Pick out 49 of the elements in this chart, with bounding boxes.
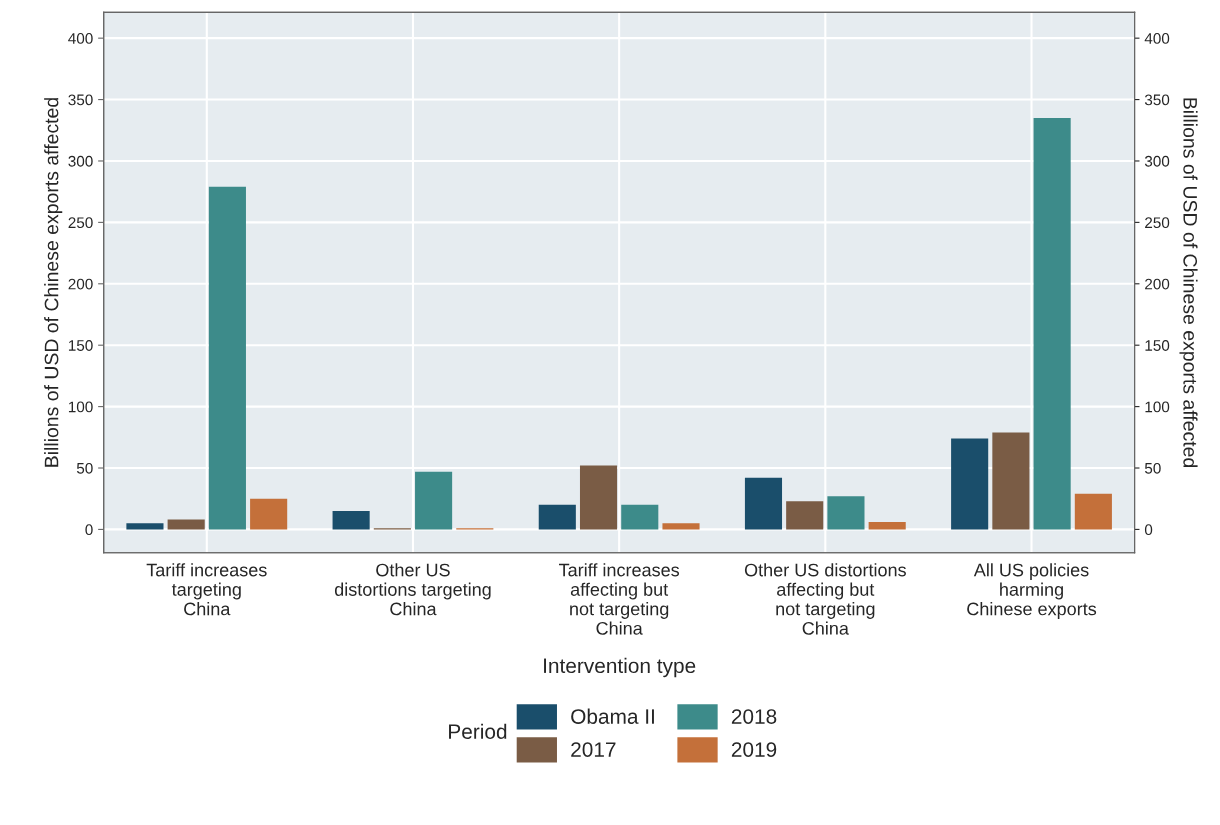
y2-tick-label: 400 xyxy=(1144,33,1170,44)
bar xyxy=(744,477,783,530)
legend-label: 2019 xyxy=(731,742,777,757)
legend-label: 2018 xyxy=(731,709,777,724)
y-tick-label: 200 xyxy=(68,278,93,290)
bar xyxy=(992,432,1030,530)
bar xyxy=(1074,493,1112,530)
bar xyxy=(1033,117,1071,530)
legend-label: Obama II xyxy=(571,708,654,724)
y2-tick-label: 250 xyxy=(1145,217,1170,229)
x-tick-label: Other US distortions affecting but not targeting China xyxy=(744,563,906,635)
bar xyxy=(868,522,906,530)
bar xyxy=(621,504,659,530)
y2-tick-label: 350 xyxy=(1144,94,1170,106)
x-tick-label: Other US distortions targeting China xyxy=(334,563,491,616)
y2-tick-label: 50 xyxy=(1144,462,1161,474)
legend-label: 2017 xyxy=(571,742,616,757)
bar xyxy=(538,504,576,530)
y-tick-label: 400 xyxy=(68,33,93,44)
bar xyxy=(786,501,824,530)
y2-tick-label: 100 xyxy=(1145,401,1170,413)
y-tick-label: 350 xyxy=(68,94,93,106)
bar xyxy=(415,471,453,530)
bar xyxy=(662,523,700,530)
y2-tick-label: 200 xyxy=(1145,278,1170,290)
y2-axis-title: Billions of USD of Chinese exports affected xyxy=(1179,98,1198,468)
bar xyxy=(827,496,865,530)
bar xyxy=(951,438,989,530)
bar xyxy=(332,510,370,530)
y-tick-label: 0 xyxy=(85,524,93,536)
y-tick-label: 300 xyxy=(68,155,93,167)
x-tick-label: Tariff increases targeting China xyxy=(146,563,267,616)
y-axis-title: Billions of USD of Chinese exports affected xyxy=(44,98,63,467)
y2-tick-label: 0 xyxy=(1144,524,1153,536)
legend-title: Period xyxy=(449,723,507,739)
bar xyxy=(167,519,205,530)
y-tick-label: 150 xyxy=(68,340,93,351)
bar xyxy=(208,186,246,530)
bar xyxy=(250,498,288,530)
x-tick-label: All US policies harming Chinese exports xyxy=(967,563,1097,619)
bar xyxy=(126,523,164,530)
y2-tick-label: 300 xyxy=(1144,155,1170,167)
x-axis-title: Intervention type xyxy=(544,657,696,678)
bar xyxy=(579,465,618,530)
y2-tick-label: 150 xyxy=(1145,340,1170,351)
y-tick-label: 250 xyxy=(68,217,93,229)
y-tick-label: 50 xyxy=(76,462,93,474)
x-tick-label: Tariff increases affecting but not targeting China xyxy=(559,563,680,635)
y-tick-label: 100 xyxy=(68,401,93,413)
